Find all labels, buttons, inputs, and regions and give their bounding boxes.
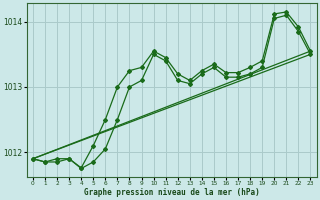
X-axis label: Graphe pression niveau de la mer (hPa): Graphe pression niveau de la mer (hPa) bbox=[84, 188, 260, 197]
